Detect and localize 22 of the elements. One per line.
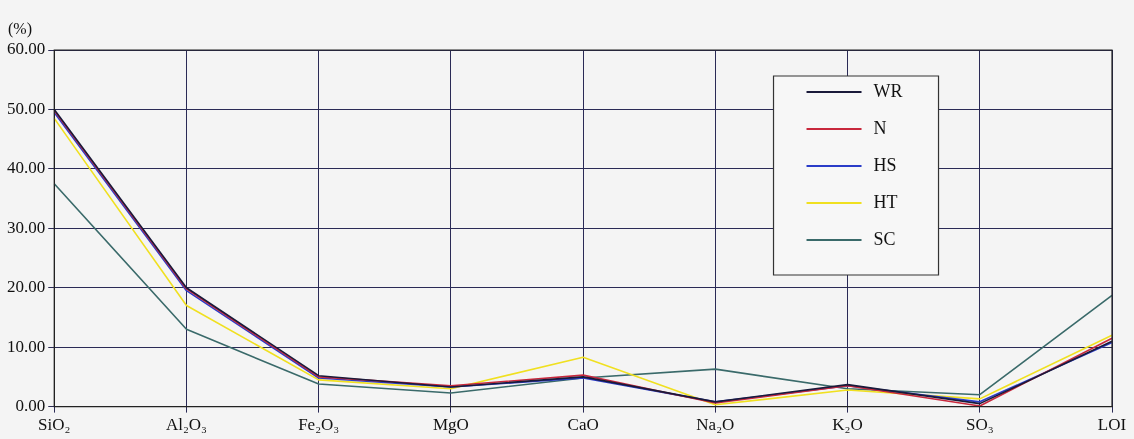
x-tick-label: CaO: [567, 415, 599, 435]
x-tick-label: Al₂O₃: [165, 415, 208, 435]
x-tick-label: SiO₂: [38, 415, 71, 435]
x-tick-label: SO₃: [965, 415, 994, 435]
legend-label: WR: [873, 80, 903, 101]
x-tick-label: Fe₂O₃: [298, 415, 340, 435]
legend-label: N: [873, 117, 887, 138]
x-tick-label: K₂O: [832, 415, 863, 435]
legend-label: HS: [873, 154, 897, 175]
x-tick-label: MgO: [432, 415, 469, 435]
x-tick-label: LOI: [1097, 415, 1127, 435]
legend-label: HT: [873, 191, 898, 212]
y-tick-label: 30.00: [7, 217, 46, 237]
y-tick-label: 50.00: [7, 98, 46, 118]
x-tick-label: Na₂O: [696, 415, 735, 435]
y-tick-label: 0.00: [15, 396, 46, 416]
y-tick-label: 10.00: [7, 336, 46, 356]
legend-label: SC: [873, 228, 896, 249]
y-tick-label: 20.00: [7, 277, 46, 297]
y-tick-label: 60.00: [7, 39, 46, 59]
y-axis-title: (%): [8, 20, 32, 39]
y-tick-label: 40.00: [7, 158, 46, 178]
